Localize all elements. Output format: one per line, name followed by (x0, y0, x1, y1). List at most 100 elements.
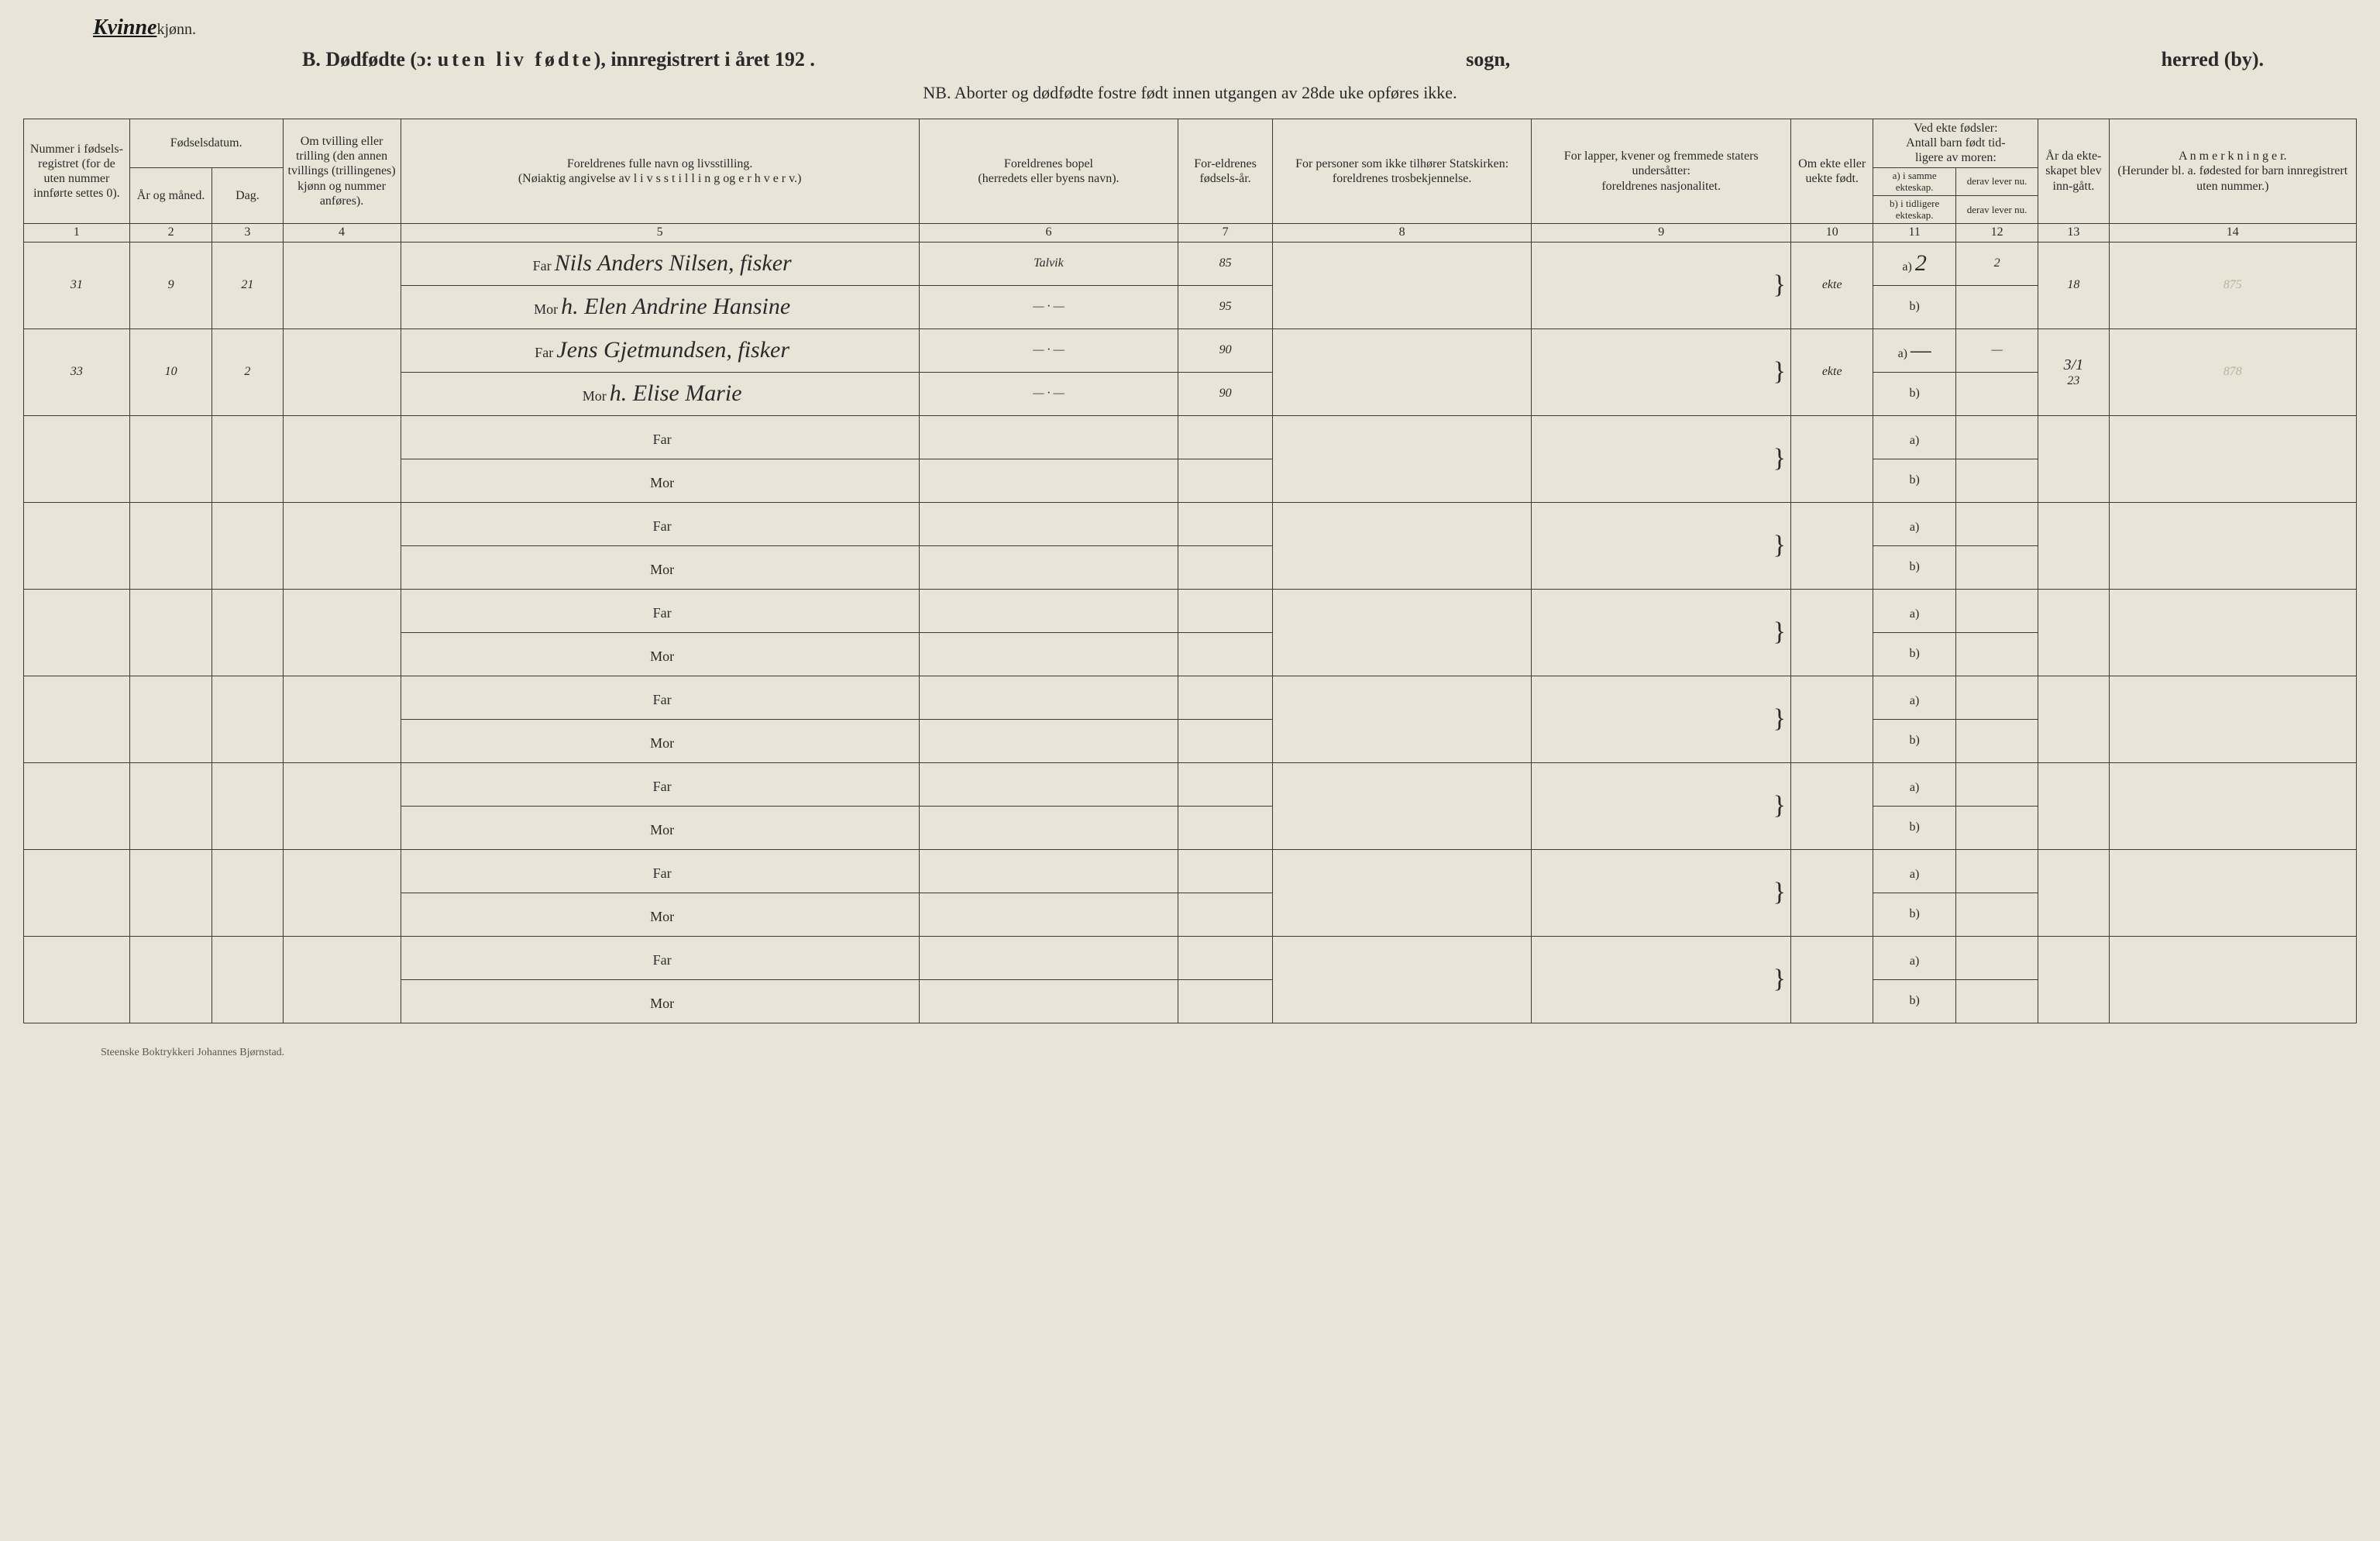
col-11b-header: b) i tidligere ekteskap. (1873, 195, 1955, 223)
entry-12b (1955, 719, 2038, 762)
entry-11b: b) (1873, 545, 1955, 589)
entry-ekte: ekte (1790, 328, 1873, 415)
entry-religion (1272, 589, 1532, 676)
entry-ekte: ekte (1790, 242, 1873, 328)
entry-nationality: } (1532, 502, 1791, 589)
entry-month (129, 502, 212, 589)
entry-mor-bopel (919, 893, 1178, 936)
entry-11b: b) (1873, 285, 1955, 328)
entry-twin (283, 589, 401, 676)
entry-mor: Mor (401, 632, 919, 676)
entry-remark (2109, 676, 2356, 762)
entry-13 (2038, 589, 2109, 676)
entry-12a (1955, 502, 2038, 545)
entry-far: Far Jens Gjetmundsen, fisker (401, 328, 919, 372)
col-14-header: A n m e r k n i n g e r. (Herunder bl. a… (2109, 119, 2356, 224)
entry-nationality: } (1532, 676, 1791, 762)
entry-number (24, 502, 130, 589)
entry-nationality: } (1532, 762, 1791, 849)
entry-day (212, 936, 283, 1023)
entry-ekte (1790, 936, 1873, 1023)
entry-twin (283, 676, 401, 762)
entry-twin (283, 762, 401, 849)
entry-12b (1955, 893, 2038, 936)
entry-12b (1955, 806, 2038, 849)
entry-month (129, 589, 212, 676)
entry-row-far: Far }a) (24, 936, 2357, 979)
entry-12b (1955, 979, 2038, 1023)
entry-twin (283, 415, 401, 502)
entry-nationality: } (1532, 242, 1791, 328)
entry-day (212, 762, 283, 849)
entry-far-bopel (919, 415, 1178, 459)
entry-religion (1272, 242, 1532, 328)
entry-mor-year: 95 (1178, 285, 1273, 328)
entry-12a (1955, 589, 2038, 632)
entry-mor: Mor h. Elen Andrine Hansine (401, 285, 919, 328)
entry-13: 18 (2038, 242, 2109, 328)
entry-far-bopel (919, 762, 1178, 806)
entry-11b: b) (1873, 719, 1955, 762)
entry-13 (2038, 762, 2109, 849)
entry-far-year (1178, 589, 1273, 632)
entry-ekte (1790, 415, 1873, 502)
entry-mor-bopel (919, 806, 1178, 849)
entry-mor-year (1178, 979, 1273, 1023)
entry-number (24, 936, 130, 1023)
entry-mor-year (1178, 459, 1273, 502)
entry-nationality: } (1532, 936, 1791, 1023)
entry-month (129, 415, 212, 502)
entry-row-far: Far }a) (24, 589, 2357, 632)
entry-far-year: 90 (1178, 328, 1273, 372)
entry-13 (2038, 415, 2109, 502)
entry-11a: a) (1873, 502, 1955, 545)
entry-far: Far (401, 415, 919, 459)
entry-remark (2109, 762, 2356, 849)
entry-11a: a) (1873, 676, 1955, 719)
col-10-header: Om ekte eller uekte født. (1790, 119, 1873, 224)
col-7-header: For-eldrenes fødsels-år. (1178, 119, 1273, 224)
entry-11b: b) (1873, 979, 1955, 1023)
entry-mor: Mor h. Elise Marie (401, 372, 919, 415)
table-body: 31921Far Nils Anders Nilsen, fiskerTalvi… (24, 242, 2357, 1023)
entry-12a: 2 (1955, 242, 2038, 285)
title-mid: sogn, (1466, 48, 1510, 71)
entry-far-year (1178, 415, 1273, 459)
entry-far: Far (401, 502, 919, 545)
col-5-header: Foreldrenes fulle navn og livsstilling. … (401, 119, 919, 224)
title-row: B. Dødfødte (ɔ: uten liv fødte), innregi… (302, 48, 2264, 71)
entry-remark (2109, 849, 2356, 936)
entry-day (212, 589, 283, 676)
entry-nationality: } (1532, 328, 1791, 415)
entry-number: 31 (24, 242, 130, 328)
entry-12b (1955, 632, 2038, 676)
entry-ekte (1790, 589, 1873, 676)
entry-12b (1955, 372, 2038, 415)
entry-mor-bopel (919, 979, 1178, 1023)
entry-month (129, 676, 212, 762)
entry-11a: a) — (1873, 328, 1955, 372)
entry-far: Far (401, 589, 919, 632)
entry-far: Far (401, 936, 919, 979)
entry-12a (1955, 936, 2038, 979)
entry-far-year (1178, 936, 1273, 979)
entry-number (24, 415, 130, 502)
entry-11a: a) (1873, 589, 1955, 632)
entry-row-far: Far }a) (24, 762, 2357, 806)
col-11a-header: a) i samme ekteskap. (1873, 167, 1955, 195)
col-12a-header: derav lever nu. (1955, 167, 2038, 195)
entry-twin (283, 936, 401, 1023)
entry-remark (2109, 415, 2356, 502)
entry-mor-year (1178, 545, 1273, 589)
entry-ekte (1790, 676, 1873, 762)
entry-mor: Mor (401, 545, 919, 589)
entry-remark: 875 (2109, 242, 2356, 328)
col-1-header: Nummer i fødsels-registret (for de uten … (24, 119, 130, 224)
entry-number (24, 849, 130, 936)
entry-13 (2038, 676, 2109, 762)
entry-13: 3/123 (2038, 328, 2109, 415)
entry-religion (1272, 502, 1532, 589)
entry-religion (1272, 936, 1532, 1023)
entry-far-bopel (919, 676, 1178, 719)
col-2a-header: År og måned. (129, 167, 212, 223)
